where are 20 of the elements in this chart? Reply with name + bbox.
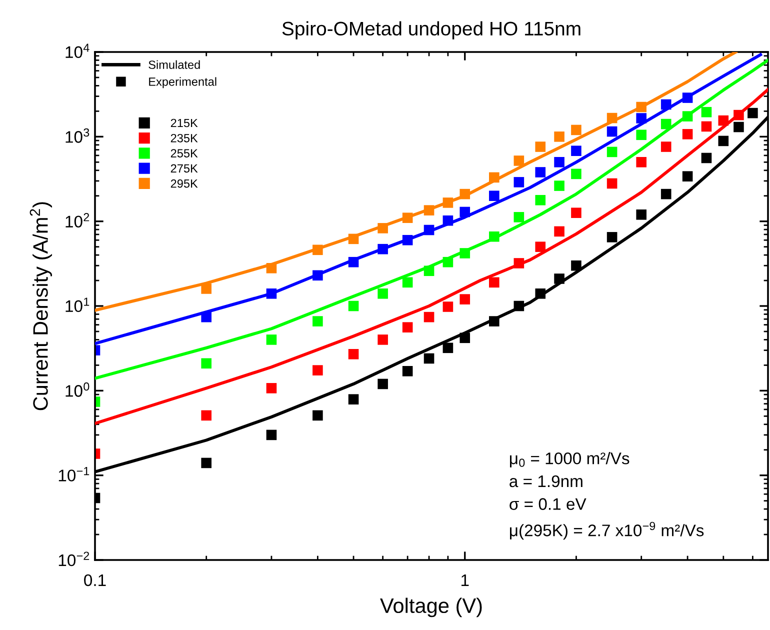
legend-label: 215K [170,118,198,128]
y-tick-label: 10$^{3}$ [66,128,90,143]
legend-label: 255K [170,149,198,158]
y-tick-label: 10$^{−2}$ [58,552,90,566]
y-tick-label: 10$^{1}$ [66,298,90,312]
y-tick-label: 10$^{0}$ [66,382,90,397]
annotation: Experimental [149,77,216,88]
x-tick-label: 1 [462,574,469,586]
y-tick-label: 10$^{4}$ [66,44,90,58]
y-tick-label: 10$^{−1}$ [58,467,90,482]
legend-label: 295K [170,179,198,188]
chart-title: Spiro-OMetad undoped HO 115nm [282,21,580,40]
x-tick-label: 0.1 [84,574,106,586]
y-tick-label: 10$^{2}$ [66,213,90,228]
legend-label: 275K [170,164,198,173]
legend-label: 235K [170,134,198,142]
x-axis-title: Voltage (V) [380,598,482,618]
annotation: μ$_{0}$ = 1000 m²/Vs a = 1.9nm σ = 0.1 eV μ(295K) = 2.7 x10$^{−9}$ m²/Vs [510,452,704,540]
y-axis-title: Current Density (A/m$^{2}$) [30,202,52,410]
annotation: Simulated [148,60,200,69]
